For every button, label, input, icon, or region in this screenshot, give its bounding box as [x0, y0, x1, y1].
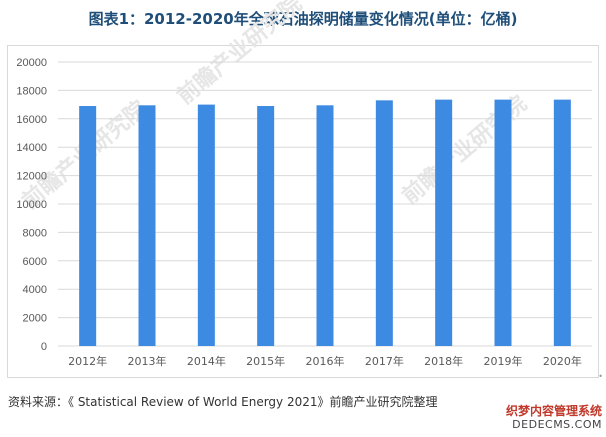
y-tick-label: 14000 — [16, 142, 47, 154]
y-tick-label: 18000 — [16, 85, 47, 97]
y-tick-label: 6000 — [23, 256, 47, 268]
bar — [435, 99, 453, 346]
bars — [79, 99, 571, 347]
bar — [316, 105, 334, 346]
x-tick-label: 2018年 — [424, 354, 463, 368]
x-tick-label: 2020年 — [543, 354, 582, 368]
x-tick-label: 2019年 — [484, 354, 523, 368]
chart-title: 图表1：2012-2020年全球石油探明储量变化情况(单位：亿桶) — [88, 10, 518, 28]
y-tick-label: 0 — [41, 341, 47, 353]
bar — [375, 100, 393, 346]
source-note: 资料来源：《 Statistical Review of World Energ… — [8, 395, 438, 409]
y-tick-label: 2000 — [23, 313, 47, 325]
watermark-text: 前瞻产业研究院 — [397, 91, 532, 210]
chart-frame — [7, 45, 599, 378]
corner-dot: • — [598, 372, 603, 381]
corner-logo-line1: 织梦内容管理系统 — [505, 404, 602, 418]
x-tick-label: 2016年 — [306, 354, 345, 368]
x-axis-ticks: 2012年 2013年 2014年 2015年 2016年 2017年 2018年 2019年… — [68, 354, 582, 368]
y-tick-label: 10000 — [16, 199, 47, 211]
y-tick-label: 16000 — [16, 114, 47, 126]
x-tick-label: 2015年 — [246, 354, 285, 368]
bar — [79, 106, 97, 347]
x-tick-label: 2014年 — [187, 354, 226, 368]
y-axis-ticks: 0 2000 4000 6000 8000 10000 12000 14000 16000 180… — [16, 57, 47, 353]
bar — [138, 105, 156, 346]
bar — [197, 104, 215, 346]
y-tick-label: 4000 — [23, 284, 47, 296]
y-tick-label: 20000 — [16, 57, 47, 69]
watermark-text: 前瞻产业研究院 — [172, 0, 307, 110]
y-tick-label: 8000 — [23, 227, 47, 239]
x-tick-label: 2017年 — [365, 354, 404, 368]
bar — [257, 106, 275, 347]
x-tick-label: 2013年 — [128, 354, 167, 368]
corner-logo-line2: DEDECMS.COM — [512, 418, 602, 431]
y-tick-label: 12000 — [16, 171, 47, 183]
bar — [494, 99, 512, 346]
bar — [553, 99, 571, 346]
x-tick-label: 2012年 — [68, 354, 107, 368]
corner-logo: 织梦内容管理系统 DEDECMS.COM — [490, 404, 602, 434]
